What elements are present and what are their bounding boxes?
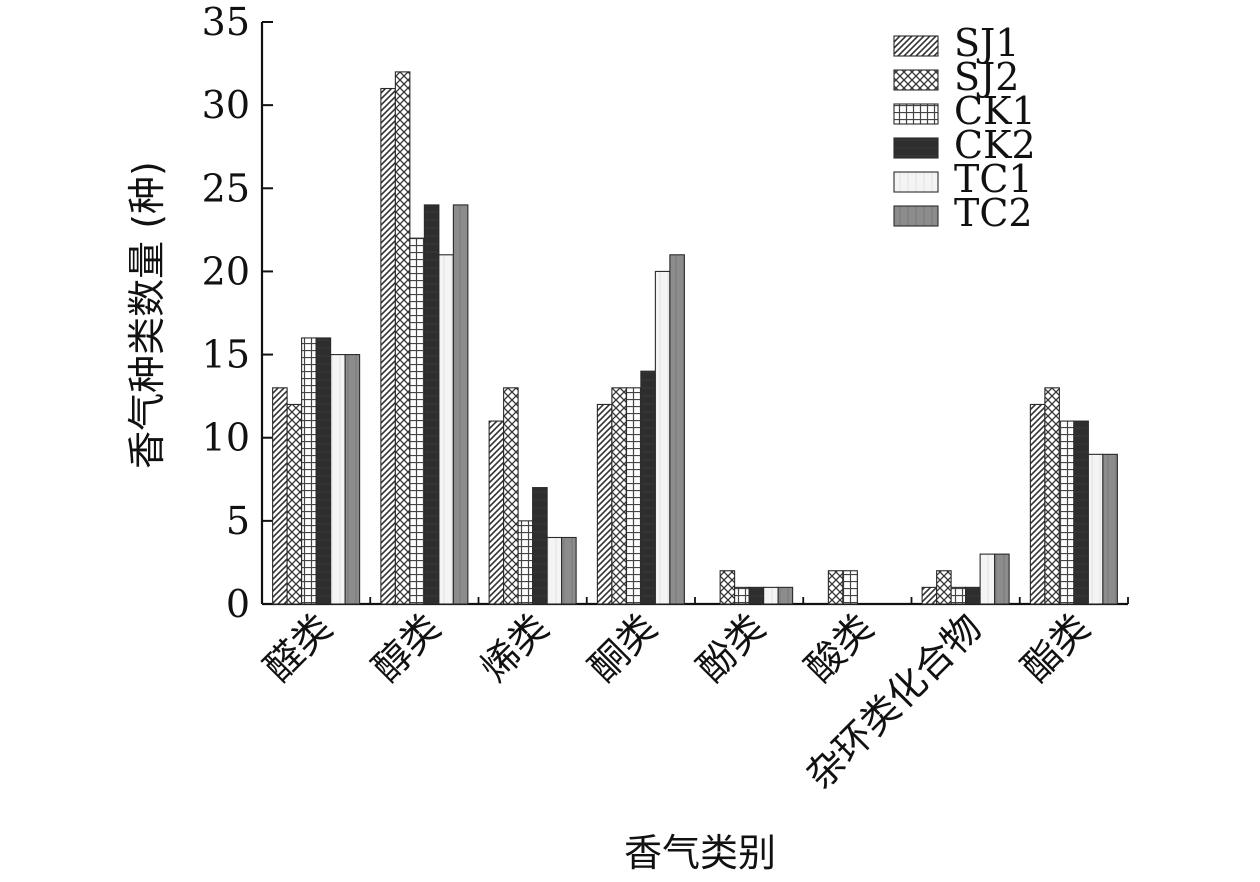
legend-label: SJ2	[954, 55, 1019, 99]
legend-swatch	[893, 35, 939, 57]
legend-swatch	[893, 103, 939, 125]
bar	[669, 254, 685, 605]
bar	[842, 570, 858, 605]
bar	[452, 204, 469, 605]
y-axis: 0 5 10 15 20 25 30 35	[202, 0, 273, 626]
bar	[561, 536, 577, 605]
x-tick-label: 酯类	[1013, 605, 1098, 690]
bar	[748, 586, 765, 605]
bar	[438, 254, 454, 605]
x-tick-label: 酚类	[689, 605, 774, 690]
legend-swatch	[893, 205, 939, 227]
bar	[394, 71, 411, 605]
bar	[517, 520, 534, 605]
bar	[777, 586, 794, 605]
bar	[488, 420, 505, 605]
bar	[380, 87, 396, 605]
y-tick-label: 10	[202, 416, 250, 460]
bar	[625, 387, 642, 605]
bar	[423, 204, 440, 605]
legend-swatch	[893, 137, 939, 159]
bar	[1029, 403, 1046, 605]
x-tick-label: 醛类	[256, 605, 341, 690]
y-tick-label: 5	[226, 499, 250, 543]
bar	[763, 586, 779, 605]
legend-label: TC1	[954, 157, 1033, 201]
legend-label: CK2	[954, 123, 1036, 167]
bar	[1058, 420, 1075, 605]
bar	[409, 237, 425, 605]
x-axis-label: 香气类别	[624, 831, 776, 875]
bar	[965, 586, 981, 605]
bar	[301, 337, 317, 605]
bar	[936, 570, 952, 605]
bar	[640, 370, 656, 605]
bar	[1073, 420, 1089, 605]
bar	[315, 337, 332, 605]
bar	[827, 570, 844, 605]
bar	[503, 387, 519, 605]
legend-label: TC2	[954, 191, 1033, 235]
bar	[611, 387, 627, 605]
y-tick-label: 30	[202, 83, 250, 127]
bar	[1044, 387, 1060, 605]
y-tick-label: 20	[202, 249, 250, 293]
bar	[1102, 453, 1118, 605]
legend-label: SJ1	[954, 21, 1019, 65]
y-tick-label: 0	[226, 582, 250, 626]
y-tick-label: 35	[202, 0, 250, 44]
x-tick-label: 烯类	[472, 605, 557, 690]
legend-label: CK1	[954, 89, 1036, 133]
bar	[994, 553, 1010, 605]
bar	[719, 570, 736, 605]
bar	[654, 270, 671, 605]
y-tick-label: 25	[202, 166, 250, 210]
bar	[286, 403, 303, 605]
x-tick-label: 醇类	[364, 605, 449, 690]
bars	[272, 71, 1118, 605]
bar	[546, 536, 563, 605]
bar	[596, 403, 613, 605]
bar	[344, 354, 361, 605]
bar	[734, 586, 750, 605]
bar	[921, 586, 938, 605]
bar	[272, 387, 288, 605]
bar	[950, 586, 967, 605]
bar	[532, 487, 548, 605]
x-tick-label: 酸类	[797, 605, 882, 690]
bar	[979, 553, 996, 605]
x-tick-label: 酮类	[580, 605, 665, 690]
legend-swatch	[893, 69, 939, 91]
legend-swatch	[893, 171, 939, 193]
y-axis-label: 香气种类数量 (种)	[125, 161, 169, 469]
bar	[330, 354, 346, 605]
bar	[1087, 453, 1104, 605]
y-tick-label: 15	[202, 333, 250, 377]
